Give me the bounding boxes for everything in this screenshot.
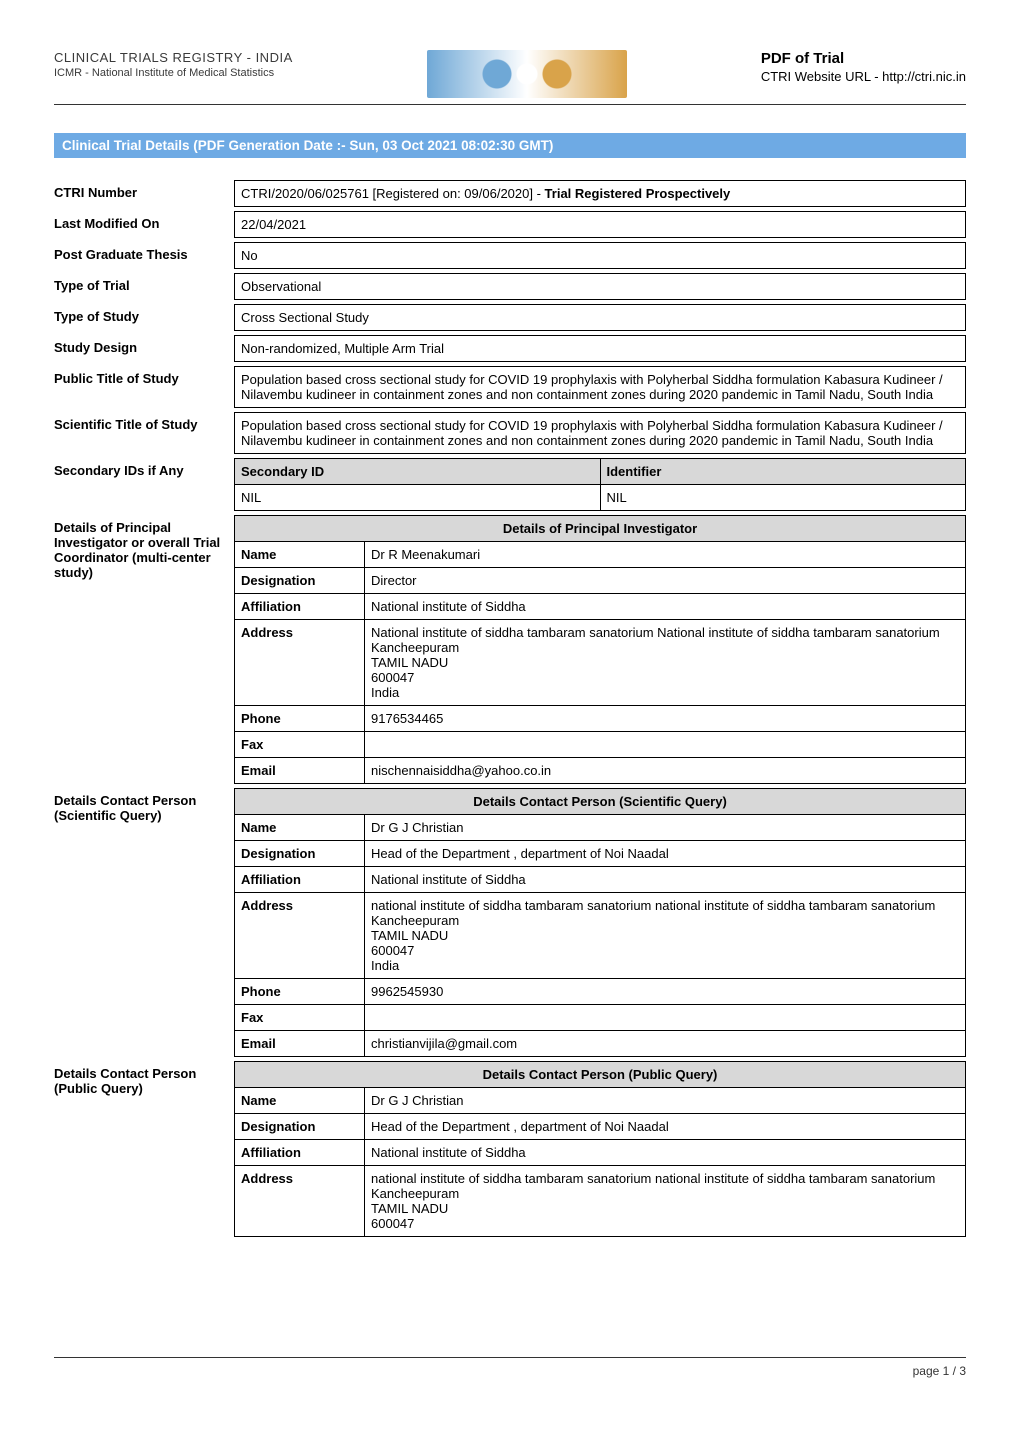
row-secondary-ids: Secondary IDs if Any Secondary ID Identi… <box>54 458 966 511</box>
row-post-grad: Post Graduate Thesis No <box>54 242 966 269</box>
sc-affiliation-label: Affiliation <box>235 867 365 893</box>
pi-name-label: Name <box>235 542 365 568</box>
value-type-trial: Observational <box>234 273 966 300</box>
row-last-modified: Last Modified On 22/04/2021 <box>54 211 966 238</box>
sc-address-label: Address <box>235 893 365 979</box>
label-last-modified: Last Modified On <box>54 211 234 238</box>
th-identifier: Identifier <box>600 459 966 485</box>
label-study-design: Study Design <box>54 335 234 362</box>
pi-fax <box>365 732 966 758</box>
label-ctri-number: CTRI Number <box>54 180 234 207</box>
pi-email: nischennaisiddha@yahoo.co.in <box>365 758 966 784</box>
pc-name: Dr G J Christian <box>365 1088 966 1114</box>
label-principal-investigator: Details of Principal Investigator or ove… <box>54 515 234 784</box>
value-last-modified: 22/04/2021 <box>234 211 966 238</box>
value-post-grad: No <box>234 242 966 269</box>
row-type-study: Type of Study Cross Sectional Study <box>54 304 966 331</box>
row-study-design: Study Design Non-randomized, Multiple Ar… <box>54 335 966 362</box>
pc-affiliation-label: Affiliation <box>235 1140 365 1166</box>
label-public-contact: Details Contact Person (Public Query) <box>54 1061 234 1237</box>
table-scientific-contact: Details Contact Person (Scientific Query… <box>234 788 966 1057</box>
pc-address-label: Address <box>235 1166 365 1237</box>
pc-name-label: Name <box>235 1088 365 1114</box>
label-type-trial: Type of Trial <box>54 273 234 300</box>
page-footer: page 1 / 3 <box>54 1357 966 1378</box>
row-type-trial: Type of Trial Observational <box>54 273 966 300</box>
sc-email-label: Email <box>235 1031 365 1057</box>
page-header: CLINICAL TRIALS REGISTRY - INDIA ICMR - … <box>54 50 966 98</box>
label-public-title: Public Title of Study <box>54 366 234 408</box>
ctri-number-bold: Trial Registered Prospectively <box>545 186 731 201</box>
pi-affiliation: National institute of Siddha <box>365 594 966 620</box>
pi-address: National institute of siddha tambaram sa… <box>365 620 966 706</box>
header-left: CLINICAL TRIALS REGISTRY - INDIA ICMR - … <box>54 50 293 79</box>
sc-phone: 9962545930 <box>365 979 966 1005</box>
pi-designation: Director <box>365 568 966 594</box>
sc-designation: Head of the Department , department of N… <box>365 841 966 867</box>
th-public-contact-header: Details Contact Person (Public Query) <box>235 1062 966 1088</box>
header-right: PDF of Trial CTRI Website URL - http://c… <box>761 50 966 84</box>
sc-fax-label: Fax <box>235 1005 365 1031</box>
value-public-title: Population based cross sectional study f… <box>234 366 966 408</box>
th-secondary-id: Secondary ID <box>235 459 601 485</box>
value-study-design: Non-randomized, Multiple Arm Trial <box>234 335 966 362</box>
sc-name: Dr G J Christian <box>365 815 966 841</box>
header-right-line1: PDF of Trial <box>761 50 966 67</box>
label-type-study: Type of Study <box>54 304 234 331</box>
header-left-line1: CLINICAL TRIALS REGISTRY - INDIA <box>54 50 293 65</box>
pc-designation-label: Designation <box>235 1114 365 1140</box>
pc-address: national institute of siddha tambaram sa… <box>365 1166 966 1237</box>
row-ctri-number: CTRI Number CTRI/2020/06/025761 [Registe… <box>54 180 966 207</box>
table-public-contact: Details Contact Person (Public Query) Na… <box>234 1061 966 1237</box>
sc-address: national institute of siddha tambaram sa… <box>365 893 966 979</box>
value-type-study: Cross Sectional Study <box>234 304 966 331</box>
sc-email: christianvijila@gmail.com <box>365 1031 966 1057</box>
pi-affiliation-label: Affiliation <box>235 594 365 620</box>
pi-email-label: Email <box>235 758 365 784</box>
label-scientific-title: Scientific Title of Study <box>54 412 234 454</box>
row-scientific-title: Scientific Title of Study Population bas… <box>54 412 966 454</box>
th-principal-header: Details of Principal Investigator <box>235 516 966 542</box>
sc-designation-label: Designation <box>235 841 365 867</box>
header-logo <box>427 50 627 98</box>
label-post-grad: Post Graduate Thesis <box>54 242 234 269</box>
pi-address-label: Address <box>235 620 365 706</box>
pi-name: Dr R Meenakumari <box>365 542 966 568</box>
section-banner: Clinical Trial Details (PDF Generation D… <box>54 133 966 158</box>
pi-designation-label: Designation <box>235 568 365 594</box>
header-rule <box>54 104 966 105</box>
header-right-line2: CTRI Website URL - http://ctri.nic.in <box>761 69 966 84</box>
pi-phone-label: Phone <box>235 706 365 732</box>
pc-affiliation: National institute of Siddha <box>365 1140 966 1166</box>
ctri-number-text: CTRI/2020/06/025761 [Registered on: 09/0… <box>241 186 545 201</box>
row-public-title: Public Title of Study Population based c… <box>54 366 966 408</box>
row-public-contact: Details Contact Person (Public Query) De… <box>54 1061 966 1237</box>
sc-name-label: Name <box>235 815 365 841</box>
value-scientific-title: Population based cross sectional study f… <box>234 412 966 454</box>
pi-fax-label: Fax <box>235 732 365 758</box>
td-secondary-id: NIL <box>235 485 601 511</box>
th-scientific-contact-header: Details Contact Person (Scientific Query… <box>235 789 966 815</box>
pi-phone: 9176534465 <box>365 706 966 732</box>
header-left-line2: ICMR - National Institute of Medical Sta… <box>54 67 293 79</box>
row-scientific-contact: Details Contact Person (Scientific Query… <box>54 788 966 1057</box>
sc-fax <box>365 1005 966 1031</box>
row-principal-investigator: Details of Principal Investigator or ove… <box>54 515 966 784</box>
page-number: page 1 / 3 <box>913 1364 966 1378</box>
sc-phone-label: Phone <box>235 979 365 1005</box>
page-container: CLINICAL TRIALS REGISTRY - INDIA ICMR - … <box>0 0 1020 1408</box>
td-identifier: NIL <box>600 485 966 511</box>
sc-affiliation: National institute of Siddha <box>365 867 966 893</box>
table-secondary-ids: Secondary ID Identifier NIL NIL <box>234 458 966 511</box>
value-ctri-number: CTRI/2020/06/025761 [Registered on: 09/0… <box>234 180 966 207</box>
label-secondary-ids: Secondary IDs if Any <box>54 458 234 511</box>
label-scientific-contact: Details Contact Person (Scientific Query… <box>54 788 234 1057</box>
table-principal-investigator: Details of Principal Investigator Name D… <box>234 515 966 784</box>
pc-designation: Head of the Department , department of N… <box>365 1114 966 1140</box>
